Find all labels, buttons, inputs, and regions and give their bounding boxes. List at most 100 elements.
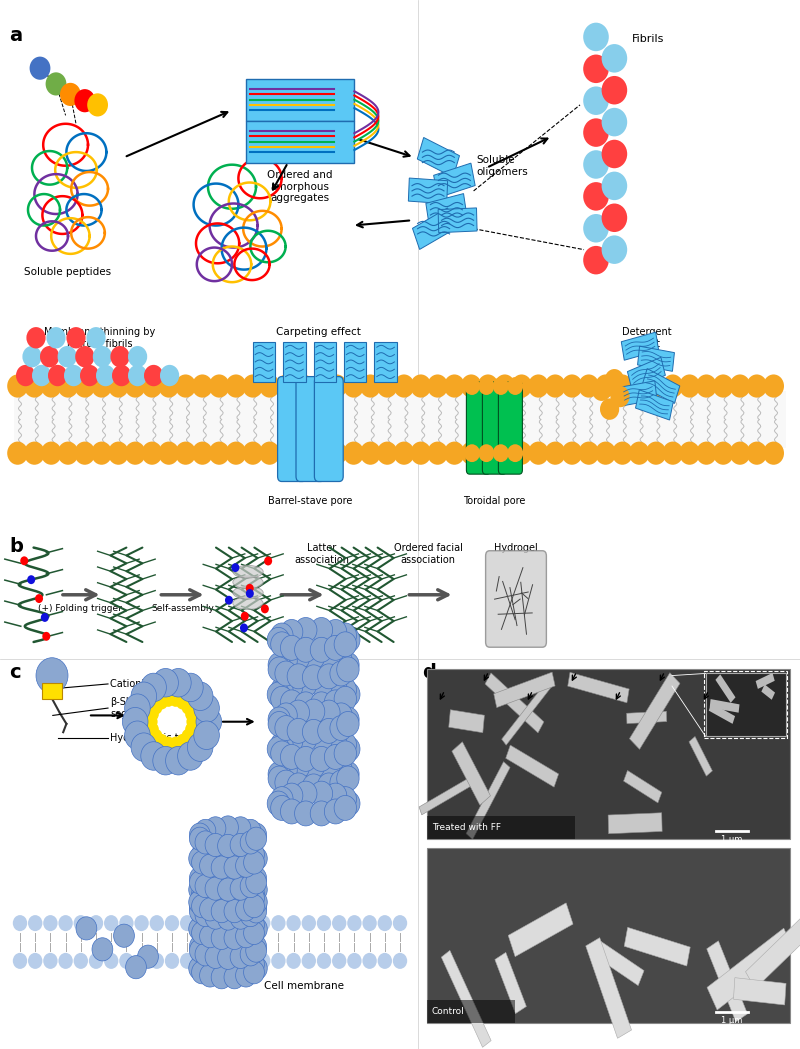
Ellipse shape <box>410 374 431 398</box>
Ellipse shape <box>291 796 301 807</box>
Ellipse shape <box>246 935 266 958</box>
FancyBboxPatch shape <box>620 381 657 406</box>
Text: Fibrils: Fibrils <box>632 34 664 44</box>
Ellipse shape <box>7 442 28 465</box>
Ellipse shape <box>313 804 322 814</box>
Ellipse shape <box>235 839 256 863</box>
Ellipse shape <box>301 666 310 677</box>
Ellipse shape <box>158 374 179 398</box>
Ellipse shape <box>119 915 134 932</box>
Ellipse shape <box>200 911 221 934</box>
Ellipse shape <box>218 927 238 951</box>
Ellipse shape <box>205 833 226 857</box>
Polygon shape <box>494 672 555 708</box>
Ellipse shape <box>246 939 266 962</box>
Polygon shape <box>419 775 476 815</box>
Text: Toroidal pore: Toroidal pore <box>463 496 526 507</box>
Polygon shape <box>710 699 739 712</box>
Text: 1 μm: 1 μm <box>722 1016 742 1026</box>
Ellipse shape <box>246 896 266 919</box>
Ellipse shape <box>270 623 293 648</box>
Ellipse shape <box>211 887 232 911</box>
FancyBboxPatch shape <box>42 683 62 699</box>
Ellipse shape <box>286 952 301 969</box>
Ellipse shape <box>261 604 269 614</box>
Ellipse shape <box>595 442 616 465</box>
Ellipse shape <box>32 365 51 386</box>
Ellipse shape <box>58 442 78 465</box>
Polygon shape <box>707 928 794 1010</box>
Ellipse shape <box>224 856 245 879</box>
Ellipse shape <box>74 89 95 112</box>
Ellipse shape <box>240 831 261 854</box>
Ellipse shape <box>134 915 149 932</box>
Ellipse shape <box>343 442 364 465</box>
Polygon shape <box>706 941 747 1022</box>
Ellipse shape <box>186 714 199 729</box>
Text: Carpeting effect: Carpeting effect <box>276 327 361 338</box>
Ellipse shape <box>301 712 310 723</box>
Ellipse shape <box>230 890 251 913</box>
Ellipse shape <box>104 952 118 969</box>
FancyBboxPatch shape <box>466 382 490 474</box>
Ellipse shape <box>180 915 194 932</box>
Ellipse shape <box>464 445 480 463</box>
Ellipse shape <box>629 374 650 398</box>
Ellipse shape <box>318 700 340 725</box>
Ellipse shape <box>528 374 549 398</box>
Ellipse shape <box>205 877 226 900</box>
Ellipse shape <box>287 719 310 744</box>
Ellipse shape <box>324 745 346 769</box>
Ellipse shape <box>330 757 352 783</box>
Ellipse shape <box>240 892 261 915</box>
FancyBboxPatch shape <box>638 346 674 371</box>
Ellipse shape <box>144 365 163 386</box>
Ellipse shape <box>267 682 290 707</box>
Ellipse shape <box>36 658 68 693</box>
Ellipse shape <box>268 766 290 791</box>
Ellipse shape <box>321 740 330 750</box>
Ellipse shape <box>662 374 683 398</box>
Ellipse shape <box>119 952 134 969</box>
Ellipse shape <box>89 915 103 932</box>
Ellipse shape <box>507 445 523 463</box>
Ellipse shape <box>290 635 299 645</box>
Bar <box>427 1000 515 1023</box>
Ellipse shape <box>190 823 210 847</box>
Ellipse shape <box>281 784 303 808</box>
Ellipse shape <box>337 711 359 736</box>
Ellipse shape <box>231 563 239 572</box>
Ellipse shape <box>246 847 267 870</box>
Ellipse shape <box>318 754 340 779</box>
Ellipse shape <box>602 140 627 168</box>
FancyBboxPatch shape <box>482 382 506 474</box>
Ellipse shape <box>218 946 238 969</box>
Ellipse shape <box>330 661 352 686</box>
Ellipse shape <box>290 663 299 673</box>
Bar <box>427 669 790 839</box>
Ellipse shape <box>297 740 306 750</box>
Polygon shape <box>608 813 662 834</box>
Ellipse shape <box>478 374 498 398</box>
Polygon shape <box>502 680 553 745</box>
Ellipse shape <box>209 442 230 465</box>
Ellipse shape <box>328 689 338 700</box>
Ellipse shape <box>293 442 314 465</box>
Ellipse shape <box>338 627 360 652</box>
Ellipse shape <box>235 885 256 908</box>
Text: Membrane thinning by
mature fibrils: Membrane thinning by mature fibrils <box>44 327 156 349</box>
Ellipse shape <box>294 720 303 730</box>
Ellipse shape <box>427 442 448 465</box>
Ellipse shape <box>43 915 58 932</box>
Ellipse shape <box>562 442 582 465</box>
Ellipse shape <box>146 707 159 722</box>
Ellipse shape <box>141 673 166 702</box>
Ellipse shape <box>337 766 359 791</box>
Ellipse shape <box>324 620 346 644</box>
Ellipse shape <box>362 915 377 932</box>
Ellipse shape <box>125 442 146 465</box>
Polygon shape <box>594 941 644 986</box>
Ellipse shape <box>305 793 314 804</box>
Ellipse shape <box>226 952 240 969</box>
Ellipse shape <box>191 952 212 976</box>
